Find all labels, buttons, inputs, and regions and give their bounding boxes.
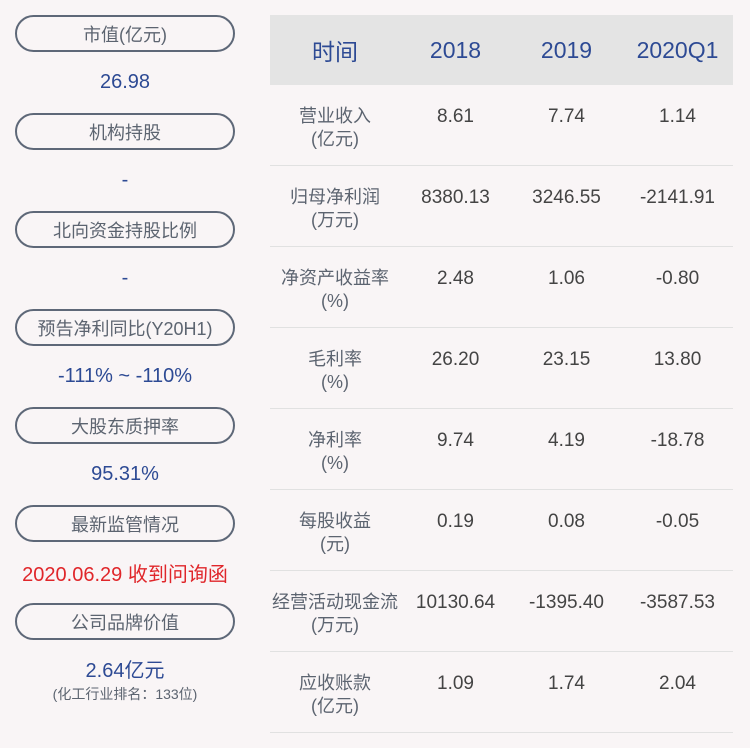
metric-unit: (亿元) bbox=[311, 696, 359, 716]
table-row: 毛利率 (%) 26.20 23.15 13.80 bbox=[270, 328, 733, 409]
metric-unit: (亿元) bbox=[311, 129, 359, 149]
cell-2019: 1.06 bbox=[548, 268, 585, 289]
cell-2019: 1.74 bbox=[548, 673, 585, 694]
metric-unit: (%) bbox=[321, 453, 349, 473]
brand-value-label: 公司品牌价值 bbox=[15, 603, 235, 640]
cell-2020q1: -0.05 bbox=[655, 511, 700, 532]
row-label: 归母净利润 (万元) bbox=[270, 166, 400, 232]
regulatory-status-label: 最新监管情况 bbox=[15, 505, 235, 542]
brand-value: 2.64亿元 bbox=[85, 660, 165, 682]
table-row: 归母净利润 (万元) 8380.13 3246.55 -2141.91 bbox=[270, 166, 733, 247]
metric-unit: (万元) bbox=[311, 615, 359, 635]
market-cap-value: 26.98 bbox=[99, 71, 151, 93]
cell-2020q1: -0.80 bbox=[655, 268, 700, 289]
northbound-holdings-value: - bbox=[121, 267, 129, 289]
table-row: 应收账款 (亿元) 1.09 1.74 2.04 bbox=[270, 652, 733, 733]
metric-unit: (%) bbox=[321, 291, 349, 311]
institutional-holdings-value: - bbox=[121, 169, 129, 191]
metric-unit: (万元) bbox=[311, 210, 359, 230]
table-row: 净资产收益率 (%) 2.48 1.06 -0.80 bbox=[270, 247, 733, 328]
cell-2018: 1.09 bbox=[437, 673, 474, 694]
cell-2019: -1395.40 bbox=[528, 592, 604, 613]
row-label: 应收账款 (亿元) bbox=[270, 652, 400, 718]
brand-rank: (化工行业排名：133位) bbox=[52, 686, 198, 702]
table-row: 营业收入 (亿元) 8.61 7.74 1.14 bbox=[270, 85, 733, 166]
pledge-ratio-label: 大股东质押率 bbox=[15, 407, 235, 444]
left-panel: 市值(亿元) 26.98 机构持股 - 北向资金持股比例 - 预告净利同比(Y2… bbox=[15, 15, 235, 702]
row-label: 经营活动现金流 (万元) bbox=[270, 571, 400, 637]
row-label: 营业收入 (亿元) bbox=[270, 85, 400, 151]
brand-value-block: 2.64亿元 (化工行业排名：133位) bbox=[15, 640, 235, 702]
table-row: 净利率 (%) 9.74 4.19 -18.78 bbox=[270, 409, 733, 490]
pledge-ratio-value: 95.31% bbox=[91, 463, 159, 485]
market-cap-label: 市值(亿元) bbox=[15, 15, 235, 52]
cell-2019: 23.15 bbox=[542, 349, 591, 370]
cell-2020q1: 2.04 bbox=[659, 673, 696, 694]
metric-name: 净利率 bbox=[308, 430, 362, 450]
cell-2019: 0.08 bbox=[548, 511, 585, 532]
cell-2019: 4.19 bbox=[548, 430, 585, 451]
metric-name: 每股收益 bbox=[299, 511, 371, 531]
header-2020q1: 2020Q1 bbox=[636, 36, 719, 63]
row-label: 净资产收益率 (%) bbox=[270, 247, 400, 313]
cell-2020q1: 13.80 bbox=[653, 349, 702, 370]
cell-2020q1: 1.14 bbox=[659, 106, 696, 127]
cell-2020q1: -2141.91 bbox=[639, 187, 715, 208]
cell-2018: 9.74 bbox=[437, 430, 474, 451]
cell-2018: 10130.64 bbox=[415, 592, 496, 613]
cell-2020q1: -3587.53 bbox=[639, 592, 715, 613]
row-label: 净利率 (%) bbox=[270, 409, 400, 475]
metric-name: 营业收入 bbox=[299, 106, 371, 126]
table-header: 时间 2018 2019 2020Q1 bbox=[270, 15, 733, 85]
regulatory-status-value: 2020.06.29 收到问询函 bbox=[22, 564, 228, 586]
metric-name: 毛利率 bbox=[308, 349, 362, 369]
header-time: 时间 bbox=[312, 39, 358, 65]
cell-2018: 8380.13 bbox=[421, 187, 490, 208]
metric-name: 应收账款 bbox=[299, 673, 371, 693]
row-label: 毛利率 (%) bbox=[270, 328, 400, 394]
header-2019: 2019 bbox=[540, 36, 593, 63]
table-row: 经营活动现金流 (万元) 10130.64 -1395.40 -3587.53 bbox=[270, 571, 733, 652]
header-2018: 2018 bbox=[429, 36, 482, 63]
metric-name: 归母净利润 bbox=[290, 187, 380, 207]
row-label: 每股收益 (元) bbox=[270, 490, 400, 556]
financial-table: 时间 2018 2019 2020Q1 营业收入 (亿元) 8.61 7.74 1… bbox=[270, 15, 733, 733]
cell-2019: 3246.55 bbox=[532, 187, 601, 208]
cell-2018: 8.61 bbox=[437, 106, 474, 127]
cell-2018: 2.48 bbox=[437, 268, 474, 289]
cell-2020q1: -18.78 bbox=[650, 430, 705, 451]
metric-unit: (%) bbox=[321, 372, 349, 392]
metric-name: 经营活动现金流 bbox=[272, 592, 398, 612]
institutional-holdings-label: 机构持股 bbox=[15, 113, 235, 150]
northbound-holdings-label: 北向资金持股比例 bbox=[15, 211, 235, 248]
profit-forecast-value: -111% ~ -110% bbox=[58, 365, 192, 387]
cell-2018: 0.19 bbox=[437, 511, 474, 532]
table-row: 每股收益 (元) 0.19 0.08 -0.05 bbox=[270, 490, 733, 571]
metric-unit: (元) bbox=[320, 534, 350, 554]
metric-name: 净资产收益率 bbox=[281, 268, 389, 288]
profit-forecast-label: 预告净利同比(Y20H1) bbox=[15, 309, 235, 346]
cell-2019: 7.74 bbox=[548, 106, 585, 127]
cell-2018: 26.20 bbox=[431, 349, 480, 370]
